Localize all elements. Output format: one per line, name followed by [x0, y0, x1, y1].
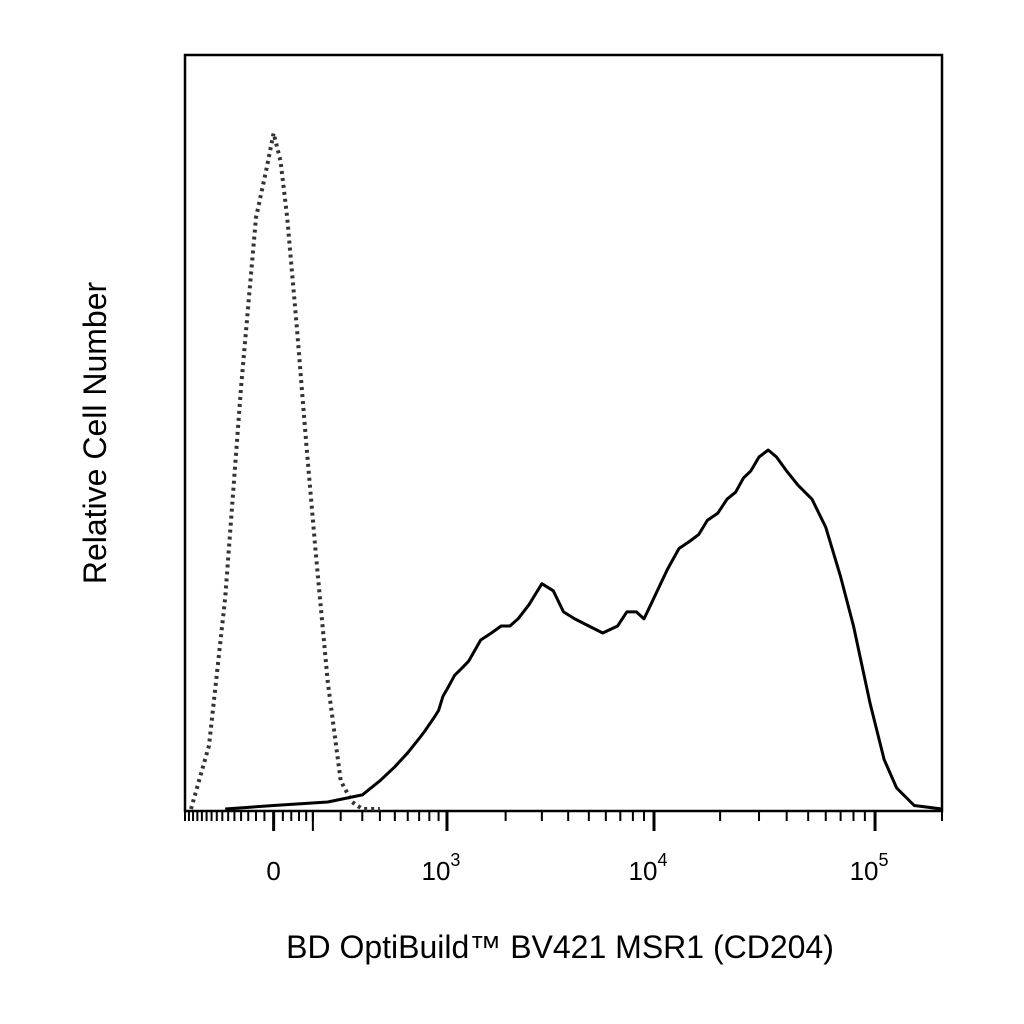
plot-frame: [183, 53, 944, 813]
x-tick-label: 104: [629, 850, 668, 886]
x-axis-label: BD OptiBuild™ BV421 MSR1 (CD204): [286, 929, 834, 965]
series-dotted-isotype-control: [189, 131, 380, 811]
series-solid-stained: [225, 448, 943, 811]
x-axis-ticks: [184, 811, 943, 831]
x-tick-label: 0: [266, 856, 280, 886]
x-tick-label: 103: [422, 850, 461, 886]
y-axis-label: Relative Cell Number: [77, 281, 113, 584]
x-axis-tick-labels: 0 103 104 105: [266, 850, 888, 886]
x-tick-label: 105: [850, 850, 889, 886]
series-layer: [189, 131, 943, 811]
